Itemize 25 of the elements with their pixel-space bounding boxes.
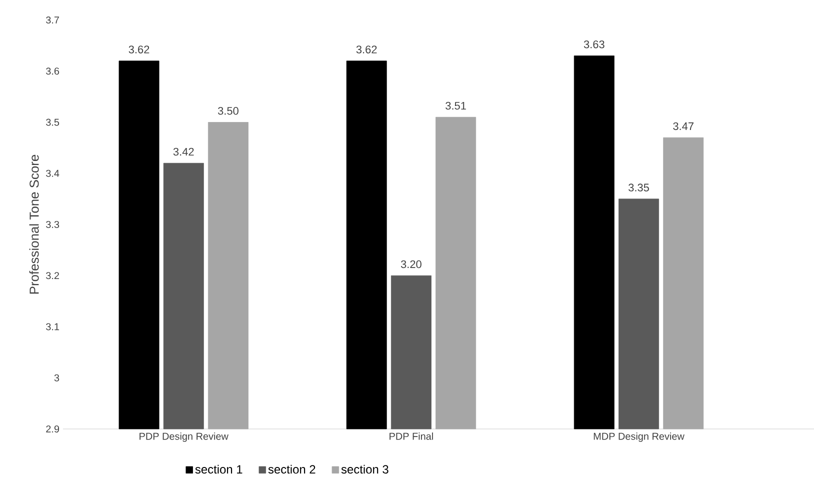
y-tick-label: 3.2: [46, 272, 59, 280]
data-label: 3.42: [173, 148, 194, 156]
legend-label: section 2: [268, 464, 316, 474]
data-label: 3.62: [356, 46, 377, 54]
y-tick-label: 3.3: [46, 220, 60, 228]
y-axis-title: Professional Tone Score: [29, 154, 39, 294]
data-label: 3.47: [673, 122, 694, 130]
y-tick-label: 3.7: [46, 16, 59, 24]
y-tick-label: 3.5: [46, 118, 60, 126]
y-tick-label: 3.6: [46, 68, 60, 75]
data-label: 3.35: [628, 184, 649, 192]
x-tick-label: MDP Design Review: [594, 432, 684, 442]
legend-label: section 1: [195, 464, 242, 474]
legend-label: section 3: [341, 464, 388, 474]
y-tick-label: 2.9: [46, 425, 60, 433]
data-label: 3.51: [446, 102, 466, 110]
y-tick-label: 3.4: [46, 170, 60, 177]
data-label: 3.62: [128, 46, 150, 54]
x-tick-label: PDP Final: [390, 432, 433, 440]
y-tick-label: 3.1: [46, 323, 60, 330]
y-tick-label: 3: [54, 374, 60, 382]
data-label: 3.50: [218, 106, 238, 115]
x-tick-label: PDP Design Review: [140, 432, 228, 442]
data-label: 3.63: [584, 40, 604, 48]
data-label: 3.20: [400, 260, 422, 268]
